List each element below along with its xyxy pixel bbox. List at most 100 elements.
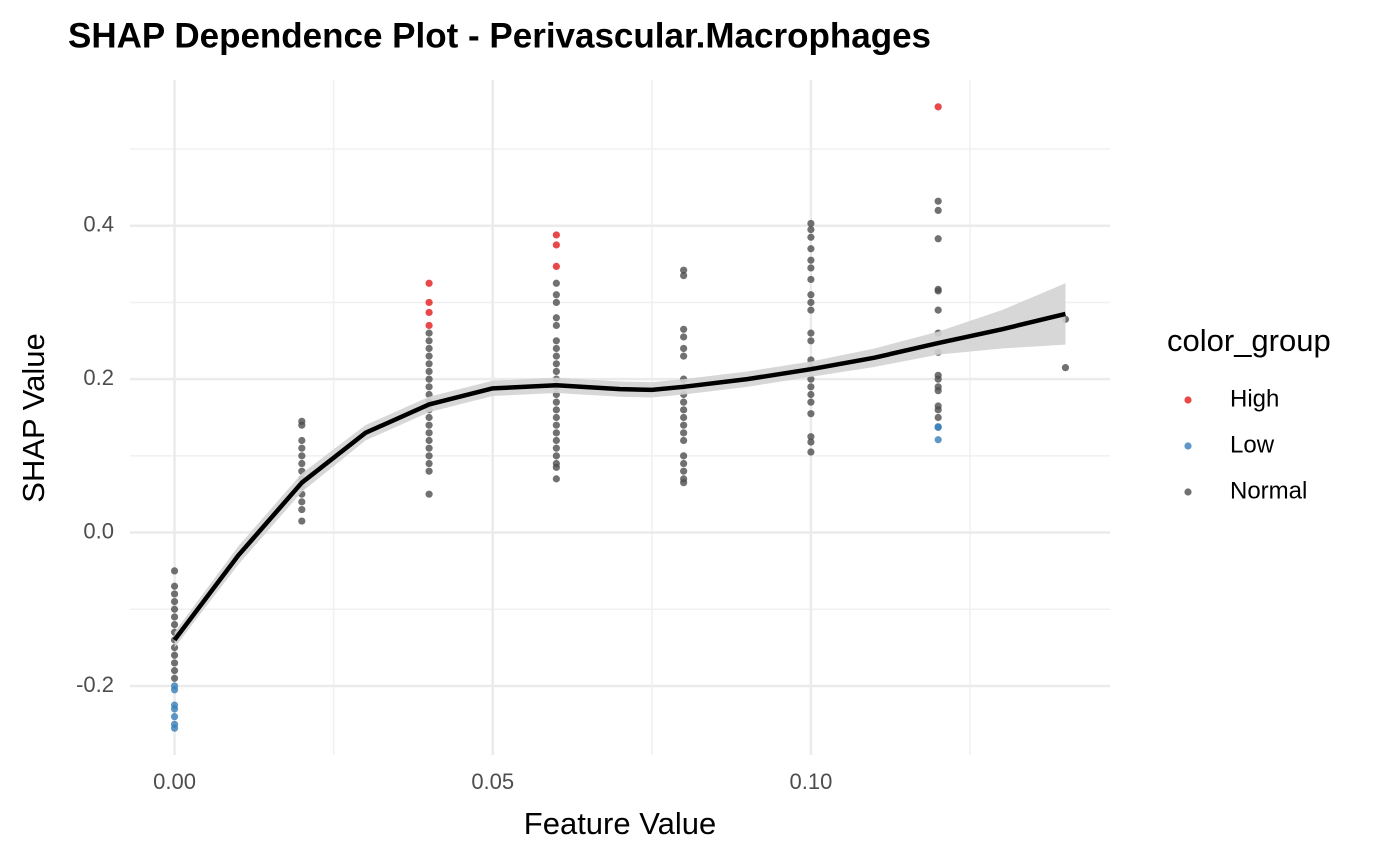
data-point	[170, 674, 179, 682]
x-tick-label: 0.10	[789, 769, 832, 794]
data-point	[934, 103, 942, 111]
data-point	[680, 406, 688, 414]
legend-label: Low	[1230, 431, 1275, 458]
data-point	[934, 206, 942, 214]
data-point	[680, 459, 688, 468]
data-point	[552, 231, 560, 239]
data-point	[298, 421, 306, 429]
x-tick-label: 0.05	[471, 769, 514, 794]
data-point	[680, 398, 688, 406]
data-point	[552, 314, 560, 322]
data-point	[298, 459, 306, 468]
data-point	[425, 467, 433, 475]
data-point	[425, 390, 433, 399]
data-point	[170, 597, 179, 606]
data-point	[934, 375, 942, 383]
data-point	[425, 337, 433, 345]
data-point	[425, 452, 433, 460]
data-point	[807, 383, 815, 391]
data-point	[170, 724, 179, 732]
data-point	[425, 298, 433, 307]
y-tick-label: 0.4	[83, 212, 114, 237]
data-point	[170, 590, 179, 598]
data-point	[170, 621, 179, 629]
data-point	[807, 233, 815, 241]
data-point	[552, 298, 560, 307]
data-point	[934, 436, 942, 444]
data-point	[680, 271, 688, 280]
legend-marker	[1184, 442, 1192, 450]
data-point	[425, 490, 433, 498]
legend-label: Normal	[1230, 477, 1307, 504]
data-point	[934, 287, 942, 295]
legend-marker	[1184, 488, 1192, 496]
y-tick-label: 0.0	[83, 518, 114, 543]
data-point	[425, 429, 433, 437]
data-point	[552, 413, 560, 422]
data-point	[170, 644, 179, 652]
data-point	[552, 352, 560, 360]
data-point	[807, 329, 815, 337]
data-point	[425, 413, 433, 422]
data-point	[680, 352, 688, 360]
data-point	[552, 421, 560, 429]
data-point	[934, 235, 942, 243]
data-point	[425, 344, 433, 353]
data-point	[807, 390, 815, 399]
data-point	[298, 444, 306, 452]
chart-title: SHAP Dependence Plot - Perivascular.Macr…	[68, 16, 931, 55]
y-tick-label: -0.2	[76, 672, 114, 697]
data-point	[807, 298, 815, 307]
data-point	[552, 344, 560, 353]
data-point	[170, 582, 179, 590]
data-point	[170, 567, 179, 575]
data-point	[680, 429, 688, 437]
data-point	[425, 383, 433, 391]
data-point	[807, 438, 815, 446]
x-tick-label: 0.00	[153, 769, 196, 794]
data-point	[425, 421, 433, 429]
data-point	[425, 367, 433, 376]
data-point	[170, 605, 179, 613]
data-point	[552, 241, 560, 249]
data-point	[170, 613, 179, 621]
data-point	[170, 713, 179, 721]
data-point	[552, 475, 560, 483]
data-point	[680, 452, 688, 460]
data-point	[552, 452, 560, 460]
y-tick-label: 0.2	[83, 365, 114, 390]
data-point	[680, 266, 688, 274]
data-point	[552, 321, 560, 330]
data-point	[425, 308, 433, 317]
data-point	[934, 423, 942, 432]
data-point	[807, 448, 815, 456]
data-point	[807, 306, 815, 314]
data-point	[552, 262, 560, 270]
data-point	[425, 279, 433, 287]
data-point	[425, 329, 433, 337]
data-point	[425, 459, 433, 468]
data-point	[807, 245, 815, 253]
data-point	[934, 197, 942, 205]
data-point	[680, 479, 688, 487]
data-point	[807, 219, 815, 228]
data-point	[298, 452, 306, 460]
data-point	[680, 436, 688, 445]
data-point	[552, 279, 560, 287]
data-point	[425, 321, 433, 330]
data-point	[807, 256, 815, 264]
data-point	[934, 413, 942, 422]
data-point	[552, 367, 560, 376]
data-point	[425, 444, 433, 452]
data-point	[552, 360, 560, 368]
data-point	[934, 387, 942, 395]
data-point	[680, 421, 688, 429]
data-point	[807, 398, 815, 406]
data-point	[552, 291, 560, 299]
data-point	[298, 517, 306, 525]
data-point	[170, 651, 179, 659]
data-point	[425, 360, 433, 368]
data-point	[298, 498, 306, 506]
data-point	[807, 433, 815, 441]
data-point	[934, 406, 942, 414]
